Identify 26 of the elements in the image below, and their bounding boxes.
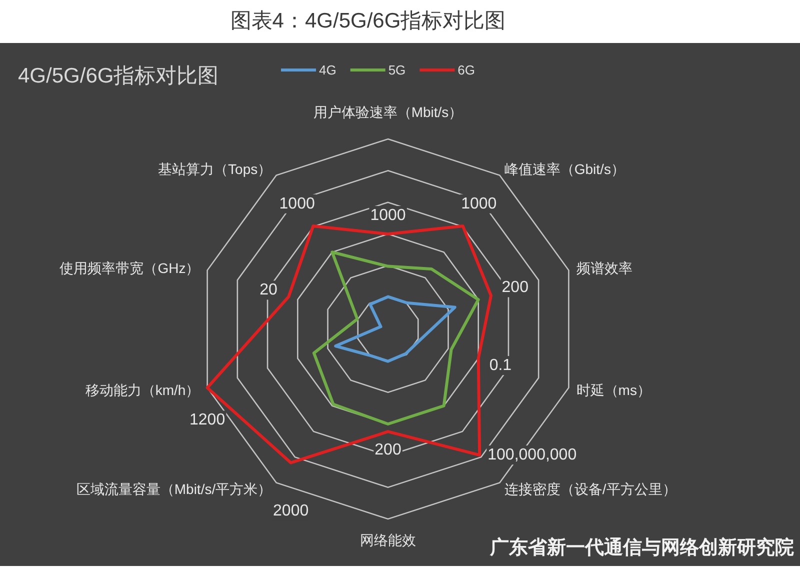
annotation: 1000: [370, 207, 406, 224]
legend-label: 5G: [388, 62, 406, 78]
annotation: 广东省新一代通信与网络创新研究院: [490, 538, 794, 558]
spoke-label: 使用频率带宽（GHz）: [60, 260, 200, 276]
legend-label: 4G: [318, 62, 336, 78]
spoke-label: 连接密度（设备/平方公里）: [504, 481, 676, 498]
spoke-label: 用户体验速率（Mbit/s）: [313, 104, 463, 120]
spoke-label: 频谱效率: [576, 260, 632, 276]
annotation: 2000: [273, 502, 309, 520]
spoke-label: 移动能力（km/h）: [85, 382, 200, 398]
annotation: 1200: [190, 412, 226, 429]
subtitle: 4G/5G/6G指标对比图: [18, 64, 219, 88]
spoke-label: 峰值速率（Gbit/s）: [504, 160, 625, 177]
annotation: 1000: [461, 195, 497, 212]
spoke-label: 区域流量容量（Mbit/s/平方米）: [76, 481, 272, 498]
annotation: 200: [502, 279, 528, 296]
spoke-label: 网络能效: [360, 532, 416, 548]
legend-label: 6G: [458, 62, 476, 78]
annotation: 0.1: [489, 357, 512, 374]
annotation: 1000: [279, 195, 315, 212]
annotation: 20: [260, 282, 278, 299]
annotation: 100,000,000: [488, 446, 577, 464]
spoke-label: 基站算力（Tops）: [158, 160, 272, 177]
spoke-label: 时延（ms）: [576, 382, 651, 398]
title: 图表4：4G/5G/6G指标对比图: [230, 10, 506, 32]
annotation: 200: [374, 442, 402, 459]
